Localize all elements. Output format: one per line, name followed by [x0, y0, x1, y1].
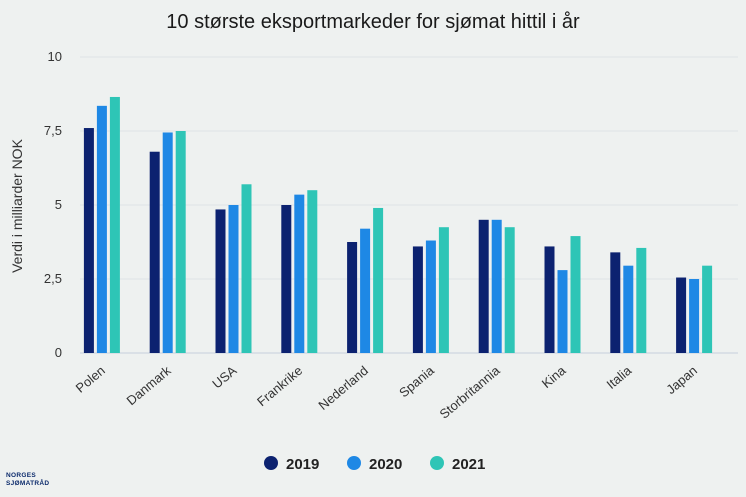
bar-2021 — [438, 227, 449, 353]
bar-2019 — [281, 205, 292, 353]
bar-2020 — [96, 105, 107, 353]
bar-2020 — [623, 265, 634, 353]
bar-2021 — [504, 227, 515, 353]
bar-2019 — [412, 246, 423, 353]
bar-2020 — [557, 270, 568, 353]
legend-label-2019: 2019 — [286, 456, 319, 473]
bar-2020 — [425, 240, 436, 353]
x-tick-label: Storbritannia — [437, 362, 504, 421]
bar-2019 — [676, 277, 687, 353]
bar-2019 — [83, 128, 94, 353]
x-tick-label: Kina — [539, 362, 569, 391]
bar-2020 — [360, 228, 371, 353]
bar-2021 — [175, 131, 186, 353]
bar-2020 — [294, 194, 305, 353]
y-tick-labels: 0 2,5 5 7,5 10 — [44, 49, 62, 360]
x-tick-label: Spania — [396, 362, 437, 400]
bar-2020 — [491, 219, 502, 353]
legend-label-2021: 2021 — [452, 456, 485, 473]
x-tick-label: Polen — [73, 363, 108, 396]
bars — [83, 96, 713, 354]
brand-logo-line2: SJØMATRÅD — [6, 480, 50, 487]
x-tick-labels: Polen Danmark USA Frankrike Nederland Spania S… — [73, 362, 700, 421]
legend-marker-2019 — [264, 456, 278, 470]
x-tick-label: Japan — [663, 363, 700, 397]
bar-2019 — [149, 151, 160, 353]
bar-2020 — [689, 279, 700, 353]
bar-2019 — [478, 219, 489, 353]
bar-2020 — [228, 205, 239, 353]
bar-2021 — [109, 96, 120, 354]
y-tick-label: 2,5 — [44, 271, 62, 286]
legend-label-2020: 2020 — [369, 456, 402, 473]
legend: 2019 2020 2021 — [264, 456, 485, 473]
brand-logo: NORGES SJØMATRÅD — [6, 472, 49, 488]
x-tick-label: Danmark — [124, 362, 174, 408]
bar-2019 — [610, 252, 621, 353]
y-tick-label: 7,5 — [44, 123, 62, 138]
bar-2020 — [162, 132, 173, 353]
bar-2021 — [241, 184, 252, 353]
y-tick-label: 0 — [55, 345, 62, 360]
x-tick-label: Frankrike — [254, 363, 305, 409]
legend-marker-2021 — [430, 456, 444, 470]
y-tick-label: 5 — [55, 197, 62, 212]
bar-2021 — [570, 236, 581, 353]
brand-logo-line1: NORGES — [6, 472, 36, 479]
x-tick-label: USA — [209, 363, 239, 392]
chart-title: 10 største eksportmarkeder for sjømat hi… — [166, 11, 580, 33]
bar-2019 — [215, 209, 226, 353]
bar-2021 — [702, 265, 713, 353]
y-tick-label: 10 — [48, 49, 62, 64]
x-tick-label: Nederland — [315, 363, 371, 413]
y-axis-label: Verdi i milliarder NOK — [9, 138, 25, 272]
x-tick-label: Italia — [604, 362, 635, 392]
bar-2021 — [636, 247, 647, 353]
legend-marker-2020 — [347, 456, 361, 470]
bar-2019 — [347, 242, 358, 353]
bar-2019 — [544, 246, 555, 353]
bar-2021 — [373, 207, 384, 353]
bar-2021 — [307, 190, 318, 353]
